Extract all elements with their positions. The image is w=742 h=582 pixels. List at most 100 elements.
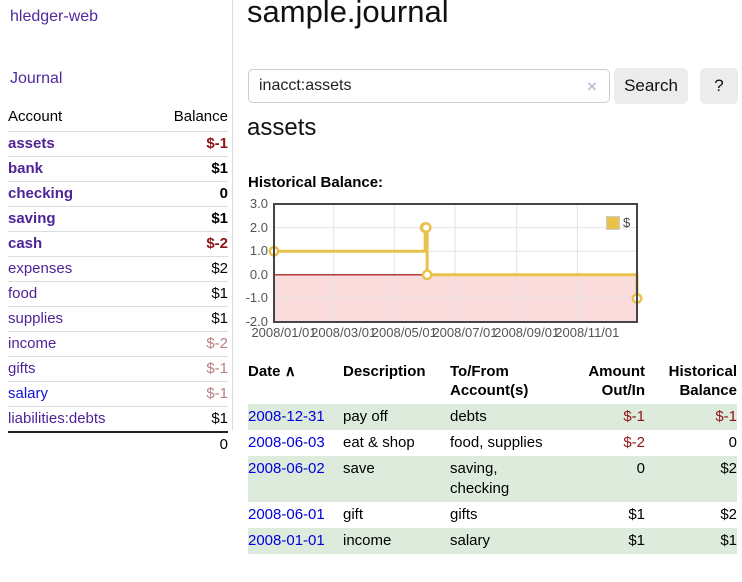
account-link-bank[interactable]: bank — [8, 160, 44, 177]
transaction-accounts: debts — [450, 408, 487, 425]
balance-column-header: Balance — [173, 108, 228, 125]
account-balance: $1 — [211, 310, 228, 327]
account-row: salary $-1 — [8, 381, 228, 407]
transaction-balance: $2 — [720, 506, 737, 523]
transaction-balance: 0 — [728, 434, 737, 451]
register-row: 2008-06-03 eat & shop food, supplies $-2… — [248, 430, 737, 456]
register-row: 2008-12-31 pay off debts $-1 $-1 — [248, 404, 737, 430]
account-balance-table: Account Balance assets $-1 bank $1 check… — [8, 106, 228, 457]
transaction-date-link[interactable]: 2008-12-31 — [248, 408, 325, 425]
account-balance: $-2 — [206, 235, 228, 252]
account-balance: $-1 — [206, 385, 228, 402]
register-header-amount: Amount Out/In — [573, 360, 645, 404]
amount-header-line1: Amount — [588, 363, 645, 380]
account-row: gifts $-1 — [8, 356, 228, 382]
transaction-description: gift — [343, 506, 364, 523]
transaction-date-link[interactable]: 2008-01-01 — [248, 532, 325, 549]
y-axis-tick-label: 0.0 — [249, 266, 268, 282]
account-link-food[interactable]: food — [8, 285, 38, 302]
account-balance: $-1 — [206, 135, 228, 152]
balance-chart-svg — [268, 203, 643, 323]
sidebar-divider — [232, 0, 233, 430]
accounts-header-line2: Account(s) — [450, 382, 529, 399]
y-axis-tick-label: 3.0 — [249, 196, 268, 211]
account-link-saving[interactable]: saving — [8, 210, 56, 227]
search-input[interactable] — [248, 69, 610, 103]
account-link-salary[interactable]: salary — [8, 385, 49, 402]
transaction-balance: $1 — [720, 532, 737, 549]
account-row: food $1 — [8, 281, 228, 307]
account-balance: $2 — [211, 260, 228, 277]
chart-legend: $ — [606, 215, 630, 230]
transaction-balance: $-1 — [715, 408, 737, 425]
transaction-amount: $-2 — [623, 434, 645, 451]
account-balance: $1 — [211, 410, 228, 427]
account-link-gifts[interactable]: gifts — [8, 360, 36, 377]
clear-search-icon[interactable]: × — [587, 77, 597, 96]
app-brand-link[interactable]: hledger-web — [10, 8, 99, 25]
legend-swatch-icon — [606, 215, 620, 230]
transaction-description: eat & shop — [343, 434, 415, 451]
transaction-date-link[interactable]: 2008-06-02 — [248, 460, 325, 477]
register-row: 2008-06-02 save saving, checking 0 $2 — [248, 456, 737, 502]
account-link-supplies[interactable]: supplies — [8, 310, 64, 327]
account-row: assets $-1 — [8, 131, 228, 157]
register-row: 2008-01-01 income salary $1 $1 — [248, 528, 737, 554]
transaction-date-link[interactable]: 2008-06-03 — [248, 434, 325, 451]
y-axis-tick-label: -2.0 — [245, 314, 268, 329]
account-row: checking 0 — [8, 181, 228, 207]
transaction-date-link[interactable]: 2008-06-01 — [248, 506, 325, 523]
account-row: income $-2 — [8, 331, 228, 357]
register-table: Date ∧ Description To/From Account(s) Am… — [248, 360, 737, 554]
account-balance: $1 — [211, 210, 228, 227]
account-balance: $1 — [211, 160, 228, 177]
transaction-description: save — [343, 460, 375, 477]
y-axis-tick-label: -1.0 — [245, 290, 268, 306]
y-axis-tick-label: 1.0 — [249, 243, 268, 259]
search-button[interactable]: Search — [614, 68, 688, 104]
account-link-checking[interactable]: checking — [8, 185, 74, 202]
transaction-balance: $2 — [720, 460, 737, 477]
y-axis-tick-label: 2.0 — [249, 219, 268, 235]
account-link-liabilities-debts[interactable]: liabilities:debts — [8, 410, 106, 427]
account-row: cash $-2 — [8, 231, 228, 257]
account-row: saving $1 — [8, 206, 228, 232]
account-row: liabilities:debts $1 — [8, 406, 228, 433]
transaction-amount: $1 — [628, 506, 645, 523]
date-header-label: Date — [248, 363, 281, 380]
register-header-description: Description — [343, 363, 426, 380]
transaction-accounts: saving, checking — [450, 460, 510, 497]
account-row: supplies $1 — [8, 306, 228, 332]
account-row: expenses $2 — [8, 256, 228, 282]
search-help-button[interactable]: ? — [700, 68, 738, 104]
register-header-date[interactable]: Date ∧ — [248, 360, 343, 404]
x-axis-tick-label: 2008/07/01 — [432, 325, 498, 340]
accounts-total-value: 0 — [219, 436, 228, 453]
account-heading: assets — [247, 114, 317, 141]
transaction-description: pay off — [343, 408, 388, 425]
x-axis-tick-label: 2008/01/01 — [251, 325, 317, 340]
transaction-description: income — [343, 532, 392, 549]
x-axis-tick-label: 2008/11/01 — [555, 325, 620, 340]
account-row: bank $1 — [8, 156, 228, 182]
account-link-expenses[interactable]: expenses — [8, 260, 73, 277]
register-header-balance: Historical Balance — [645, 360, 737, 404]
account-link-cash[interactable]: cash — [8, 235, 43, 252]
historical-balance-chart: $ -2.0 -1.0 0.0 1.0 2.0 3.0 2008/01/01 2008/03/… — [240, 196, 742, 346]
x-axis-tick-label: 2008/09/01 — [494, 325, 560, 340]
account-column-header: Account — [8, 108, 63, 125]
page-title: sample.journal — [247, 0, 449, 29]
chart-heading: Historical Balance: — [248, 174, 384, 191]
sidebar-item-journal[interactable]: Journal — [10, 70, 63, 87]
legend-label: $ — [623, 215, 631, 230]
account-balance: $1 — [211, 285, 228, 302]
amount-header-line2: Out/In — [601, 382, 645, 399]
account-balance: $-2 — [206, 335, 228, 352]
transaction-accounts: food, supplies — [450, 434, 543, 451]
x-axis-tick-label: 2008/05/01 — [371, 325, 437, 340]
account-link-assets[interactable]: assets — [8, 135, 55, 152]
x-axis-tick-label: 2008/03/01 — [311, 325, 377, 340]
account-link-income[interactable]: income — [8, 335, 57, 352]
transaction-accounts: salary — [450, 532, 491, 549]
balance-header-line1: Historical — [668, 363, 737, 380]
